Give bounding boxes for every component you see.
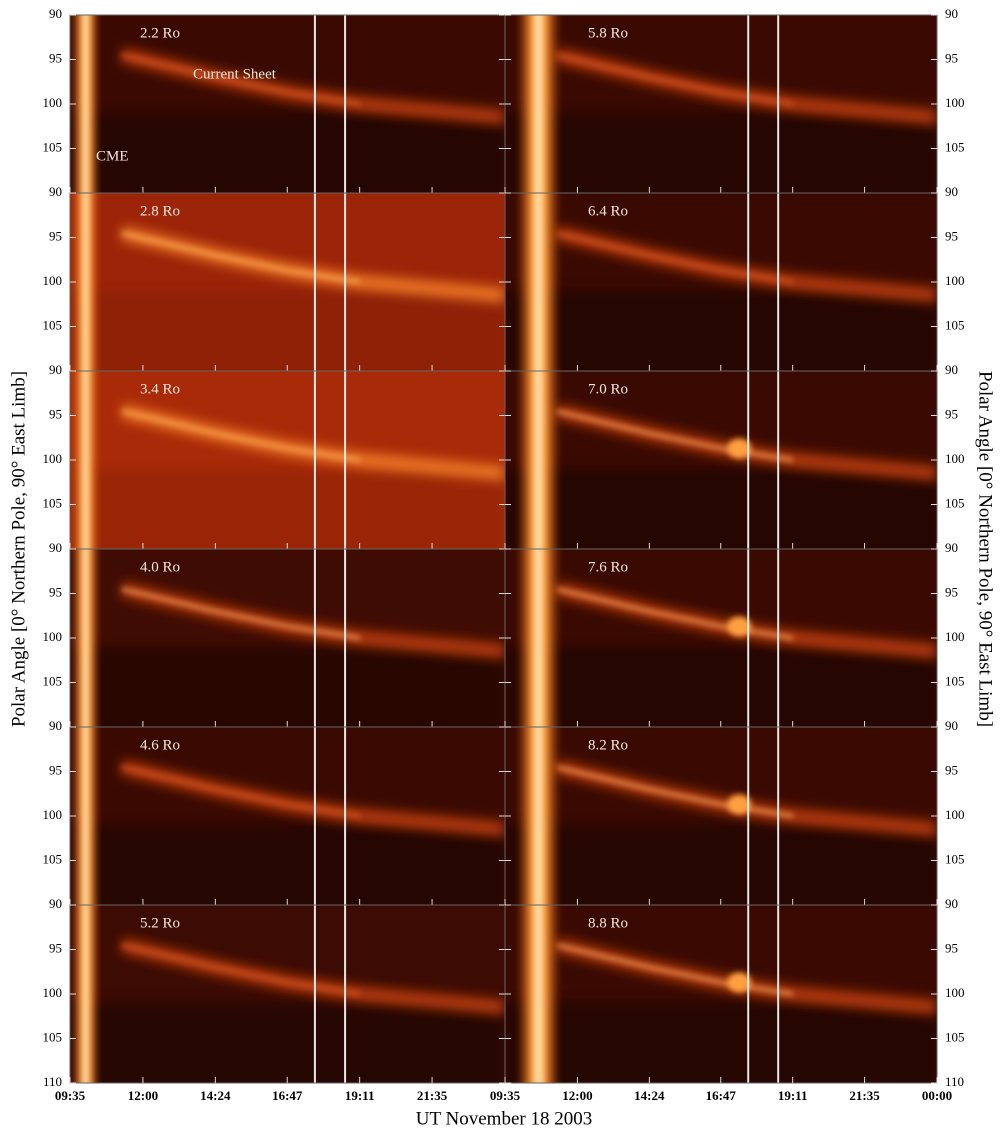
y-tick-label: 90 bbox=[49, 6, 62, 21]
y-tick-label: 105 bbox=[43, 1029, 63, 1044]
x-axis-label: UT November 18 2003 bbox=[416, 1108, 592, 1129]
y-tick-label: 100 bbox=[945, 451, 965, 466]
panel-label: 8.2 Ro bbox=[588, 737, 628, 753]
y-tick-label: 90 bbox=[945, 184, 958, 199]
y-tick-label: 90 bbox=[49, 362, 62, 377]
y-tick-label: 100 bbox=[43, 273, 63, 288]
panel bbox=[70, 895, 505, 1093]
x-tick-label: 14:24 bbox=[200, 1088, 231, 1103]
y-tick-label: 105 bbox=[43, 317, 63, 332]
y-tick-label: 110 bbox=[945, 1074, 964, 1089]
x-tick-label: 19:11 bbox=[345, 1088, 375, 1103]
panel-label: 7.6 Ro bbox=[588, 559, 628, 575]
y-tick-label: 105 bbox=[945, 139, 965, 154]
y-tick-label: 105 bbox=[945, 1029, 965, 1044]
panel-label: 4.6 Ro bbox=[140, 737, 180, 753]
cme-band bbox=[516, 5, 560, 203]
x-tick-label: 12:00 bbox=[562, 1088, 592, 1103]
y-tick-label: 90 bbox=[945, 6, 958, 21]
y-tick-label: 95 bbox=[945, 940, 958, 955]
y-tick-label: 105 bbox=[945, 851, 965, 866]
x-tick-label: 19:11 bbox=[778, 1088, 808, 1103]
x-tick-label: 16:47 bbox=[272, 1088, 303, 1103]
x-tick-label: 12:00 bbox=[128, 1088, 158, 1103]
y-tick-label: 90 bbox=[49, 184, 62, 199]
panel bbox=[505, 183, 937, 381]
y-tick-label: 105 bbox=[945, 673, 965, 688]
y-tick-label: 100 bbox=[43, 629, 63, 644]
cme-band bbox=[516, 895, 560, 1093]
cme-band bbox=[516, 361, 560, 559]
y-axis-label: Polar Angle [0° Northern Pole, 90° East … bbox=[8, 371, 29, 727]
y-tick-label: 100 bbox=[43, 985, 63, 1000]
y-tick-label: 95 bbox=[945, 228, 958, 243]
panel bbox=[70, 183, 505, 381]
y-tick-label: 105 bbox=[945, 495, 965, 510]
panel bbox=[505, 895, 937, 1093]
y-tick-label: 90 bbox=[49, 540, 62, 555]
y-tick-label: 105 bbox=[945, 317, 965, 332]
panel bbox=[70, 717, 505, 915]
figure: UT November 18 2003 Polar Angle [0° Nort… bbox=[0, 0, 1000, 1134]
panel bbox=[70, 361, 505, 559]
y-tick-label: 100 bbox=[43, 451, 63, 466]
panel bbox=[505, 5, 937, 203]
y-tick-label: 95 bbox=[49, 50, 62, 65]
panel-label: 2.8 Ro bbox=[140, 203, 180, 219]
panel-label: 4.0 Ro bbox=[140, 559, 180, 575]
panel-label: 5.2 Ro bbox=[140, 915, 180, 931]
y-tick-label: 95 bbox=[49, 406, 62, 421]
y-tick-label: 90 bbox=[945, 362, 958, 377]
y-tick-label: 105 bbox=[43, 139, 63, 154]
y-tick-label: 90 bbox=[945, 540, 958, 555]
y-tick-label: 95 bbox=[945, 50, 958, 65]
x-tick-label: 14:24 bbox=[634, 1088, 665, 1103]
y-tick-label: 95 bbox=[945, 584, 958, 599]
y-tick-label: 100 bbox=[43, 95, 63, 110]
y-tick-label: 110 bbox=[43, 1074, 62, 1089]
cme-band bbox=[516, 183, 560, 381]
y-tick-label: 100 bbox=[945, 95, 965, 110]
x-tick-label: 00:00 bbox=[922, 1088, 952, 1103]
panel-label: 5.8 Ro bbox=[588, 25, 628, 41]
y-tick-label: 100 bbox=[43, 807, 63, 822]
y-tick-label: 95 bbox=[945, 406, 958, 421]
panel-label: 8.8 Ro bbox=[588, 915, 628, 931]
y-tick-label: 90 bbox=[49, 718, 62, 733]
panel bbox=[505, 717, 937, 915]
x-tick-label: 16:47 bbox=[706, 1088, 737, 1103]
x-tick-label: 21:35 bbox=[849, 1088, 880, 1103]
y-tick-label: 100 bbox=[945, 273, 965, 288]
cme-band bbox=[516, 717, 560, 915]
x-tick-label: 09:35 bbox=[55, 1088, 86, 1103]
cme-band bbox=[516, 539, 560, 737]
panel bbox=[505, 539, 937, 737]
y-tick-label: 95 bbox=[49, 940, 62, 955]
y-tick-label: 90 bbox=[945, 718, 958, 733]
y-tick-label: 105 bbox=[43, 851, 63, 866]
y-tick-label: 95 bbox=[49, 762, 62, 777]
y-axis-label-right: Polar Angle [0° Northern Pole, 90° East … bbox=[975, 371, 996, 727]
x-tick-label: 09:35 bbox=[490, 1088, 521, 1103]
y-tick-label: 95 bbox=[945, 762, 958, 777]
panel-label: 3.4 Ro bbox=[140, 381, 180, 397]
y-tick-label: 90 bbox=[945, 896, 958, 911]
y-tick-label: 90 bbox=[49, 896, 62, 911]
x-tick-label: 21:35 bbox=[417, 1088, 448, 1103]
panel-label: 6.4 Ro bbox=[588, 203, 628, 219]
annotation: CME bbox=[96, 148, 129, 164]
y-tick-label: 100 bbox=[945, 629, 965, 644]
y-tick-label: 105 bbox=[43, 495, 63, 510]
y-tick-label: 105 bbox=[43, 673, 63, 688]
y-tick-label: 95 bbox=[49, 584, 62, 599]
y-tick-label: 100 bbox=[945, 985, 965, 1000]
panel bbox=[70, 5, 505, 203]
annotation: Current Sheet bbox=[193, 66, 277, 82]
y-tick-label: 100 bbox=[945, 807, 965, 822]
panel-label: 2.2 Ro bbox=[140, 25, 180, 41]
panel bbox=[505, 361, 937, 559]
panel-label: 7.0 Ro bbox=[588, 381, 628, 397]
y-tick-label: 95 bbox=[49, 228, 62, 243]
panel bbox=[70, 539, 505, 737]
